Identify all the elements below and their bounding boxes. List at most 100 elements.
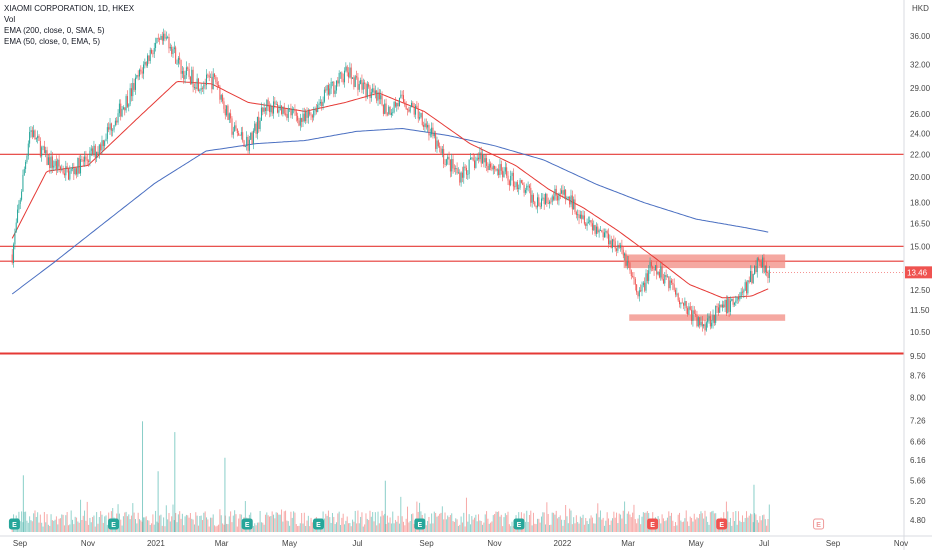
candle-body: [193, 87, 195, 89]
candle-body: [695, 313, 697, 315]
volume-bar: [326, 515, 328, 532]
volume-bar: [743, 521, 745, 532]
candle-body: [74, 168, 76, 175]
volume-bar: [129, 519, 131, 532]
volume-bar: [201, 520, 203, 532]
candle-body: [419, 117, 421, 119]
volume-bar: [684, 518, 686, 532]
candle-body: [356, 76, 358, 78]
volume-bar: [433, 511, 435, 532]
volume-bar: [329, 517, 331, 532]
volume-bar: [29, 516, 31, 532]
volume-bar: [586, 520, 588, 532]
candle-body: [153, 47, 155, 54]
volume-bar: [43, 512, 45, 532]
candle-body: [169, 46, 171, 49]
volume-bar: [680, 520, 682, 532]
candle-body: [486, 158, 488, 166]
volume-bar: [27, 522, 29, 532]
candle-body: [92, 148, 94, 155]
symbol-title[interactable]: XIAOMI CORPORATION, 1D, HKEX: [4, 4, 135, 13]
price-tick-label: 16.50: [910, 219, 931, 228]
candle-body: [585, 223, 587, 226]
volume-bar: [53, 520, 55, 532]
ema50-legend[interactable]: EMA (50, close, 0, EMA, 5): [4, 37, 101, 46]
volume-bar: [61, 514, 63, 532]
volume-bar: [263, 524, 265, 532]
candle-body: [293, 109, 295, 110]
volume-bar: [634, 519, 636, 532]
volume-bar: [672, 520, 674, 532]
volume-bar: [159, 515, 161, 532]
volume-bar: [346, 516, 348, 532]
volume-bar: [89, 517, 91, 532]
volume-bar: [65, 515, 67, 532]
candle-body: [106, 127, 108, 139]
candle-body: [449, 159, 451, 172]
candle-body: [84, 156, 86, 162]
volume-bar: [327, 510, 329, 532]
candle-body: [286, 114, 288, 118]
candle-body: [298, 120, 300, 126]
volume-bar: [443, 519, 445, 532]
candle-body: [662, 279, 664, 284]
candle-body: [181, 71, 183, 74]
volume-bar: [747, 517, 749, 532]
candle-body: [345, 66, 347, 71]
volume-bar: [385, 524, 387, 532]
time-axis[interactable]: Sep Nov 2021 Mar May Jul Sep Nov 2022 Mar May Jul Se…: [13, 539, 908, 548]
candle-body: [550, 201, 552, 203]
candle-body: [523, 184, 525, 193]
volume-bar: [467, 521, 469, 532]
volume-bar: [675, 522, 677, 532]
volume-legend[interactable]: Vol: [4, 15, 16, 24]
candle-body: [553, 196, 555, 200]
price-axis[interactable]: 36.00 32.00 29.00 26.00 24.00 22.00 20.00 18.00…: [910, 32, 931, 525]
candle-body: [760, 262, 762, 268]
candle-body: [157, 37, 159, 39]
earnings-badge: [108, 518, 120, 530]
candle-body: [330, 81, 332, 89]
price-tick-label: 32.00: [910, 60, 931, 69]
candle-body: [541, 198, 543, 207]
candle-body: [306, 111, 308, 118]
candle-body: [246, 136, 248, 147]
volume-bar: [287, 521, 289, 532]
volume-bar: [735, 511, 737, 532]
candle-body: [692, 310, 694, 321]
candle-body: [758, 258, 760, 261]
candle-body: [511, 172, 513, 176]
volume-bar: [411, 514, 413, 532]
candle-body: [354, 76, 356, 88]
candle-body: [376, 90, 378, 101]
candle-body: [402, 95, 404, 103]
volume-bar: [23, 511, 25, 532]
ema200-legend[interactable]: EMA (200, close, 0, SMA, 5): [4, 26, 105, 35]
volume-bar: [480, 521, 482, 532]
candle-body: [620, 245, 622, 248]
volume-bar: [254, 523, 256, 532]
volume-bar: [575, 515, 577, 532]
candle-body: [624, 253, 626, 256]
volume-bar: [139, 519, 141, 532]
candle-body: [459, 172, 461, 183]
volume-bar: [598, 517, 600, 532]
candle-body: [228, 113, 230, 120]
candle-body: [421, 113, 423, 125]
volume-bar: [54, 519, 56, 532]
candle-body: [617, 244, 619, 251]
candle-body: [616, 248, 618, 251]
volume-bar: [499, 516, 501, 532]
candle-body: [144, 61, 146, 65]
volume-bar: [301, 512, 303, 532]
time-tick-label: Nov: [894, 539, 908, 548]
candle-body: [476, 157, 478, 161]
volume-bar: [425, 525, 427, 532]
volume-spike: [753, 484, 755, 532]
volume-bar: [362, 526, 364, 532]
candle-body: [270, 106, 272, 113]
volume-bar: [256, 522, 258, 532]
volume-bar: [330, 522, 332, 532]
candle-body: [50, 156, 52, 168]
